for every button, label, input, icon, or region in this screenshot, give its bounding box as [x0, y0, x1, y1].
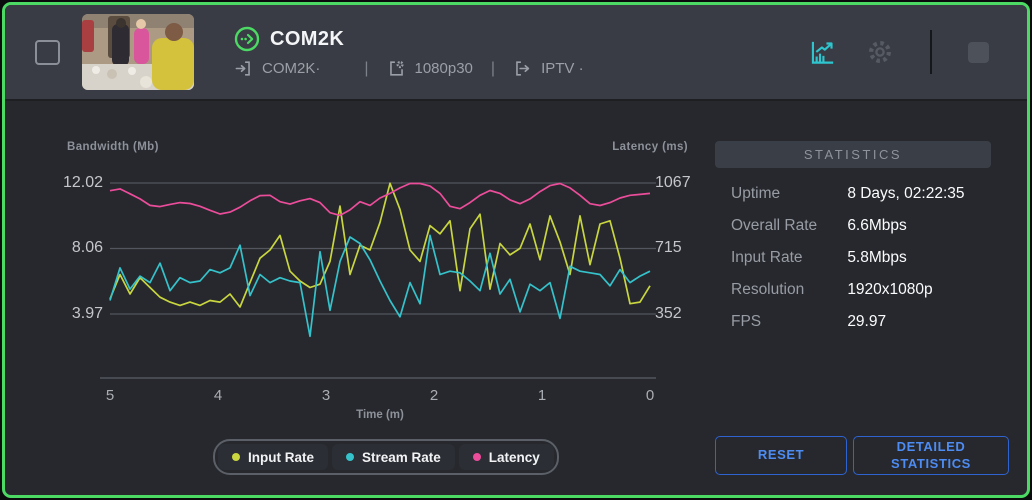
input-source-icon: [234, 59, 253, 78]
stat-row-uptime: Uptime 8 Days, 02:22:35: [731, 185, 965, 202]
x-tick: 3: [321, 387, 331, 404]
x-axis-title: Time (m): [356, 409, 404, 421]
legend-item-latency[interactable]: Latency: [458, 444, 554, 470]
latency-dot-icon: [472, 453, 481, 461]
thumbnail-art: [82, 14, 194, 90]
stream-title: COM2K: [270, 27, 345, 50]
input-rate-dot-icon: [232, 453, 240, 461]
y-left-axis-title: Bandwidth (Mb): [67, 141, 159, 153]
stat-row-input-rate: Input Rate 5.8Mbps: [731, 249, 907, 266]
x-tick: 5: [105, 387, 115, 404]
detailed-statistics-button[interactable]: DETAILED STATISTICS: [853, 436, 1009, 475]
y-right-tick: 352: [655, 305, 682, 322]
stream-status-icon: [234, 26, 260, 52]
reset-button[interactable]: RESET: [715, 436, 847, 475]
stat-row-resolution: Resolution 1920x1080p: [731, 281, 933, 298]
legend-item-stream-rate[interactable]: Stream Rate: [332, 444, 455, 470]
x-tick: 0: [645, 387, 655, 404]
secondary-checkbox[interactable]: [968, 41, 989, 63]
meta-separator: |: [364, 59, 369, 77]
x-tick: 2: [429, 387, 439, 404]
y-right-tick: 715: [655, 239, 682, 256]
select-checkbox[interactable]: [35, 39, 60, 65]
chart-legend: Input Rate Stream Rate Latency: [213, 439, 559, 475]
y-right-tick: 1067: [655, 174, 691, 191]
stream-rate-dot-icon: [346, 453, 354, 461]
header-actions: [809, 30, 989, 74]
x-tick: 4: [213, 387, 223, 404]
output-label: IPTV ·: [541, 60, 584, 77]
stream-header: COM2K COM2K· | 10: [5, 5, 1027, 101]
line-chart: [100, 182, 656, 379]
encoding-label: 1080p30: [414, 60, 473, 77]
gear-icon[interactable]: [866, 38, 894, 66]
stream-thumbnail[interactable]: [82, 14, 194, 90]
x-tick: 1: [537, 387, 547, 404]
y-left-tick: 12.02: [62, 174, 103, 191]
statistics-chart-icon[interactable]: [809, 39, 836, 66]
header-divider: [930, 30, 932, 74]
y-left-tick: 8.06: [71, 239, 103, 256]
y-left-tick: 3.97: [71, 305, 103, 322]
input-source-label: COM2K·: [262, 60, 321, 77]
y-right-axis-title: Latency (ms): [612, 141, 688, 153]
stat-row-fps: FPS 29.97: [731, 313, 887, 330]
chart-area: Bandwidth (Mb) Latency (ms) 12.02 8.06 3…: [63, 133, 705, 433]
encoder-icon: [387, 59, 406, 78]
legend-item-input-rate[interactable]: Input Rate: [218, 444, 328, 470]
output-icon: [513, 59, 532, 78]
statistics-panel-title: STATISTICS: [715, 141, 991, 168]
title-block: COM2K COM2K· | 10: [234, 26, 584, 78]
stat-row-overall-rate: Overall Rate 6.6Mbps: [731, 217, 907, 234]
meta-separator-2: |: [490, 59, 496, 77]
